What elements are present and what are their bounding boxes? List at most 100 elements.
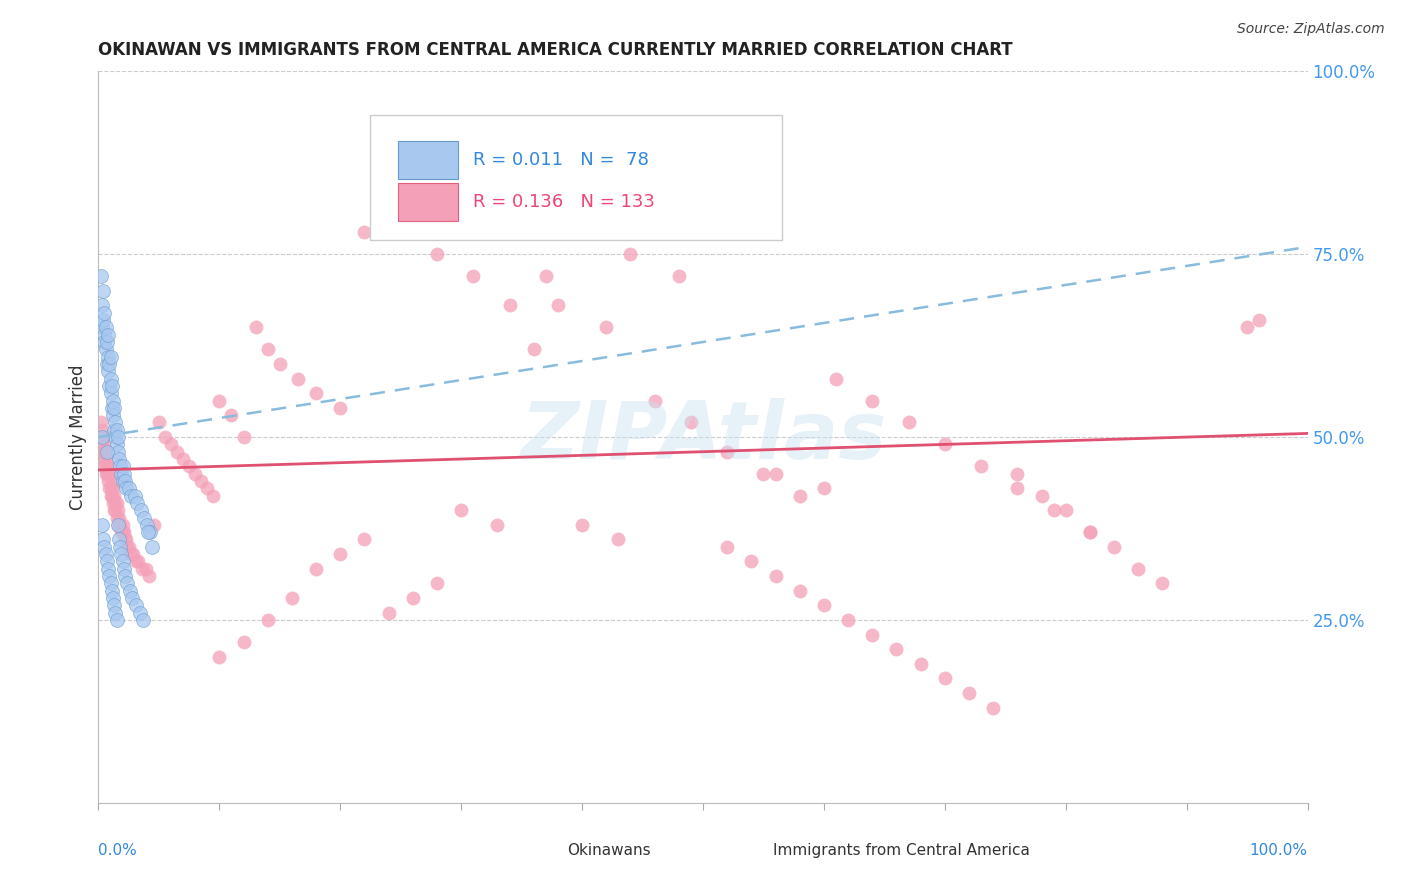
Point [860,627,883,641]
Point [498,298,520,312]
Point [353,533,375,547]
Point [100,467,122,481]
Point [1236,320,1258,334]
Point [108,517,131,532]
Point [256,613,278,627]
Point [96,467,118,481]
Point [141,540,163,554]
Text: R = 0.136   N = 133: R = 0.136 N = 133 [474,193,655,211]
Point [208,649,231,664]
Point [202,489,225,503]
Point [1128,562,1150,576]
Point [104,430,127,444]
Point [114,569,136,583]
Point [94,444,117,458]
Point [256,343,278,357]
Point [1042,503,1064,517]
FancyBboxPatch shape [519,833,562,854]
Point [105,613,128,627]
Point [98,357,121,371]
Point [886,642,908,657]
Point [1102,540,1125,554]
Point [571,517,593,532]
Point [100,371,122,385]
Point [619,247,641,261]
Point [110,547,132,561]
Point [91,437,114,451]
Point [108,533,131,547]
Point [825,371,848,385]
Point [115,533,138,547]
FancyBboxPatch shape [398,141,457,179]
Point [120,489,142,503]
Point [91,452,114,467]
Text: OKINAWAN VS IMMIGRANTS FROM CENTRAL AMERICA CURRENTLY MARRIED CORRELATION CHART: OKINAWAN VS IMMIGRANTS FROM CENTRAL AMER… [98,41,1014,59]
Point [100,481,122,495]
Point [127,554,149,568]
Point [107,517,129,532]
Point [97,364,120,378]
Point [110,525,132,540]
Point [148,416,170,430]
Point [534,269,557,284]
Point [934,672,956,686]
FancyBboxPatch shape [398,183,457,220]
Point [450,503,472,517]
Point [105,496,128,510]
Point [117,576,139,591]
Point [740,554,762,568]
Point [172,452,194,467]
Point [813,599,835,613]
Point [125,599,148,613]
Point [1152,576,1174,591]
Point [765,569,787,583]
Point [1249,313,1271,327]
Point [305,562,328,576]
Point [195,481,218,495]
Point [100,350,122,364]
Point [94,547,117,561]
Point [103,489,125,503]
Point [94,459,117,474]
Point [93,334,115,349]
Point [125,554,148,568]
Point [934,437,956,451]
Point [108,540,131,554]
Point [136,525,159,540]
Point [389,211,412,225]
Point [232,430,254,444]
FancyBboxPatch shape [371,115,782,240]
Point [679,416,702,430]
Point [118,583,141,598]
Point [100,474,122,488]
Point [98,481,121,495]
Point [107,503,129,517]
Point [93,452,115,467]
Point [91,533,114,547]
Text: Source: ZipAtlas.com: Source: ZipAtlas.com [1237,22,1385,37]
Point [179,459,201,474]
Point [108,452,131,467]
Y-axis label: Currently Married: Currently Married [69,364,87,510]
Point [91,313,114,327]
Point [118,481,141,495]
Point [190,474,212,488]
Point [91,444,114,458]
Point [232,635,254,649]
Point [789,489,811,503]
Point [118,540,141,554]
Point [101,481,124,495]
Point [160,437,183,451]
Point [101,591,124,605]
Point [1054,503,1077,517]
Point [981,700,1004,714]
Point [402,591,425,605]
Point [96,357,118,371]
Point [138,569,160,583]
Point [97,350,120,364]
Point [752,467,775,481]
Point [837,613,859,627]
Point [153,430,176,444]
Point [716,444,738,458]
Point [111,474,134,488]
